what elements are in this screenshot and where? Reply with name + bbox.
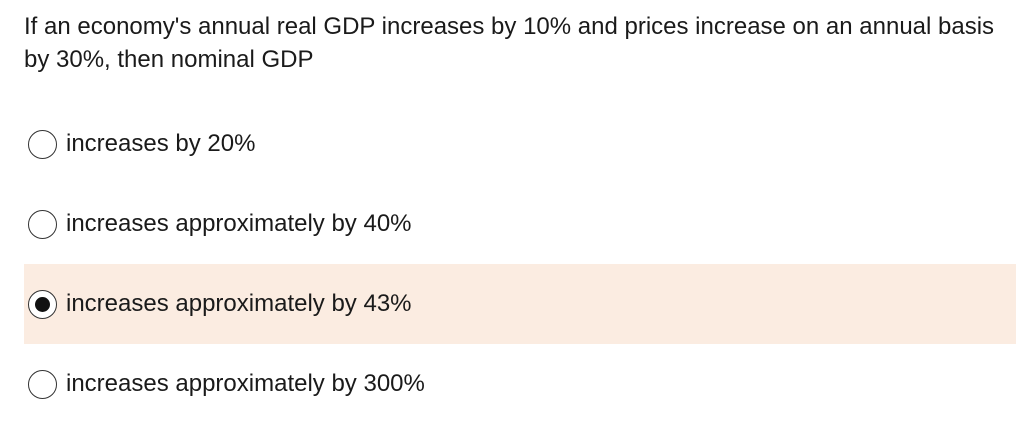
option-label: increases by 20% — [66, 130, 256, 157]
option-increases-approximately-by-43[interactable]: increases approximately by 43% — [24, 264, 1016, 344]
option-label: increases approximately by 43% — [66, 290, 412, 317]
option-increases-approximately-by-40[interactable]: increases approximately by 40% — [24, 184, 1016, 264]
answer-options: increases by 20% increases approximately… — [24, 104, 1016, 424]
radio-button[interactable] — [28, 369, 57, 399]
option-label: increases approximately by 300% — [66, 370, 425, 397]
radio-dot — [35, 296, 50, 312]
radio-button[interactable] — [28, 129, 57, 159]
radio-button[interactable] — [28, 289, 57, 319]
question-text: If an economy's annual real GDP increase… — [24, 13, 995, 73]
radio-button[interactable] — [28, 209, 57, 239]
option-increases-by-20[interactable]: increases by 20% — [24, 104, 1016, 184]
option-label: increases approximately by 40% — [66, 210, 412, 237]
option-increases-approximately-by-300[interactable]: increases approximately by 300% — [24, 344, 1016, 424]
